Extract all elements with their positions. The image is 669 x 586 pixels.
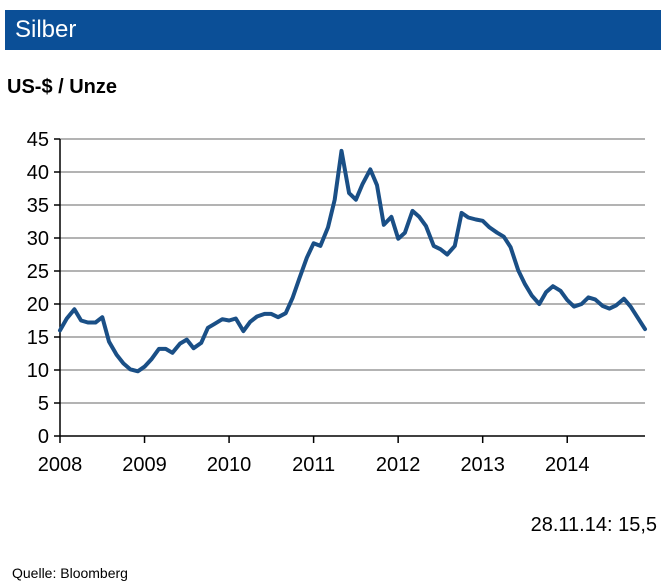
x-tick-label: 2013 <box>460 454 505 476</box>
y-tick-label: 20 <box>27 294 49 316</box>
y-tick-label: 15 <box>27 327 49 349</box>
y-axis-ticks: 0 5 10 15 20 25 30 35 40 45 <box>27 129 60 448</box>
unit-label: US-$ / Unze <box>7 76 118 98</box>
source-label: Quelle: Bloomberg <box>12 565 128 581</box>
y-tick-label: 0 <box>38 426 49 448</box>
last-value-label: 28.11.14: 15,5 <box>530 514 657 536</box>
x-tick-label: 2009 <box>122 454 167 476</box>
title-bar: Silber <box>5 10 661 50</box>
y-tick-label: 5 <box>38 393 49 415</box>
x-tick-label: 2014 <box>545 454 590 476</box>
series-group <box>58 148 647 374</box>
x-tick-label: 2010 <box>207 454 252 476</box>
chart-title: Silber <box>15 16 77 43</box>
grid-lines <box>60 138 645 404</box>
series-line <box>58 148 647 374</box>
x-tick-label: 2008 <box>38 454 83 476</box>
y-tick-label: 10 <box>27 360 49 382</box>
y-tick-label: 40 <box>27 162 49 184</box>
y-tick-label: 45 <box>27 129 49 151</box>
y-tick-label: 35 <box>27 195 49 217</box>
x-tick-label: 2012 <box>376 454 421 476</box>
y-tick-label: 25 <box>27 261 49 283</box>
y-tick-label: 30 <box>27 228 49 250</box>
x-axis-ticks: 2008 2009 2010 2011 2012 2013 2014 <box>38 436 590 476</box>
x-tick-label: 2011 <box>292 454 335 476</box>
